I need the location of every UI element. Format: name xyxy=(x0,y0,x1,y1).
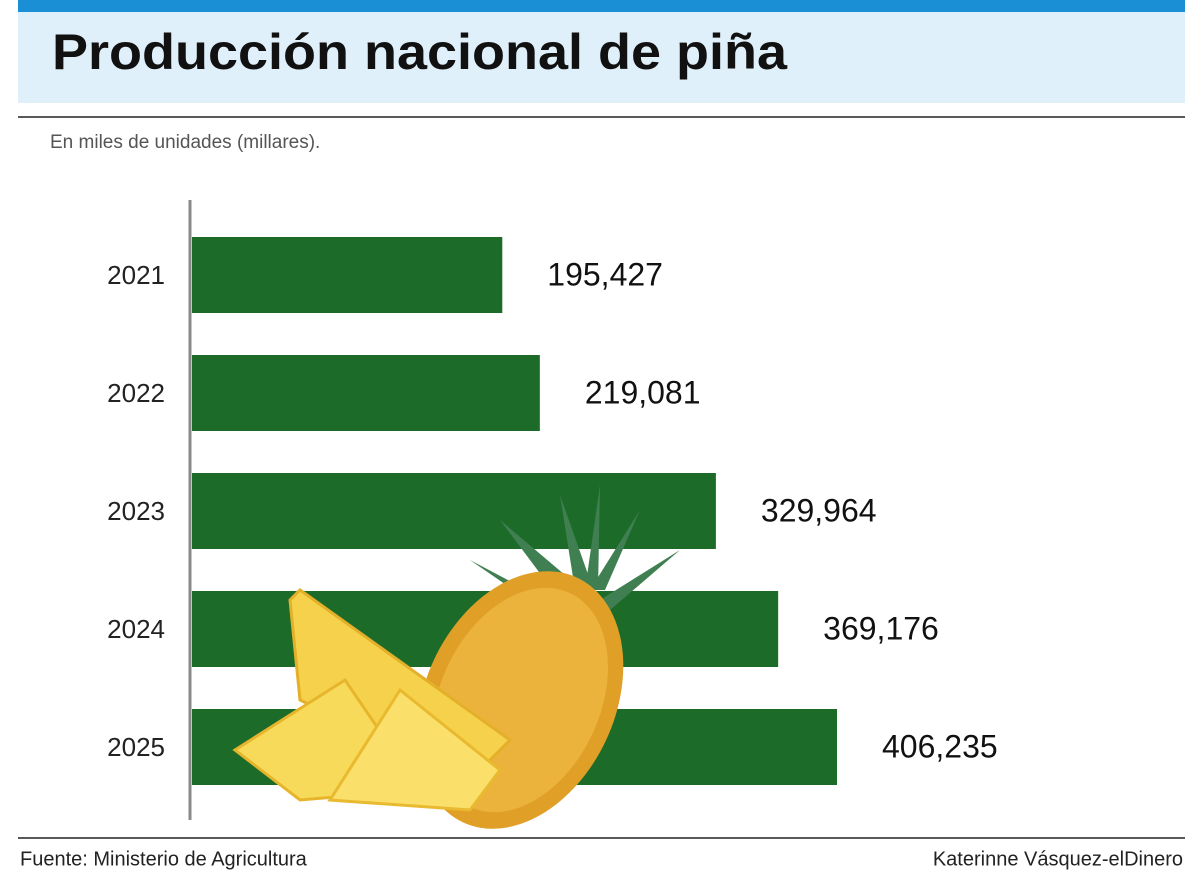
subtitle: En miles de unidades (millares). xyxy=(50,132,320,153)
top-band xyxy=(18,0,1185,12)
bar xyxy=(192,237,503,313)
value-label: 369,176 xyxy=(823,610,939,646)
y-tick-label: 2024 xyxy=(107,614,165,644)
credit: Katerinne Vásquez-elDinero xyxy=(933,848,1183,870)
title-band xyxy=(18,12,1185,103)
y-tick-label: 2021 xyxy=(107,260,165,290)
value-label: 219,081 xyxy=(585,374,701,410)
y-tick-label: 2023 xyxy=(107,496,165,526)
value-label: 406,235 xyxy=(882,728,998,764)
y-tick-label: 2025 xyxy=(107,732,165,762)
value-label: 195,427 xyxy=(547,256,663,292)
value-label: 329,964 xyxy=(761,492,877,528)
source: Fuente: Ministerio de Agricultura xyxy=(20,848,308,870)
bar xyxy=(192,473,716,549)
y-tick-label: 2022 xyxy=(107,378,165,408)
bar xyxy=(192,355,540,431)
chart-title: Producción nacional de piña xyxy=(52,24,788,80)
pineapple-illustration xyxy=(232,485,680,829)
